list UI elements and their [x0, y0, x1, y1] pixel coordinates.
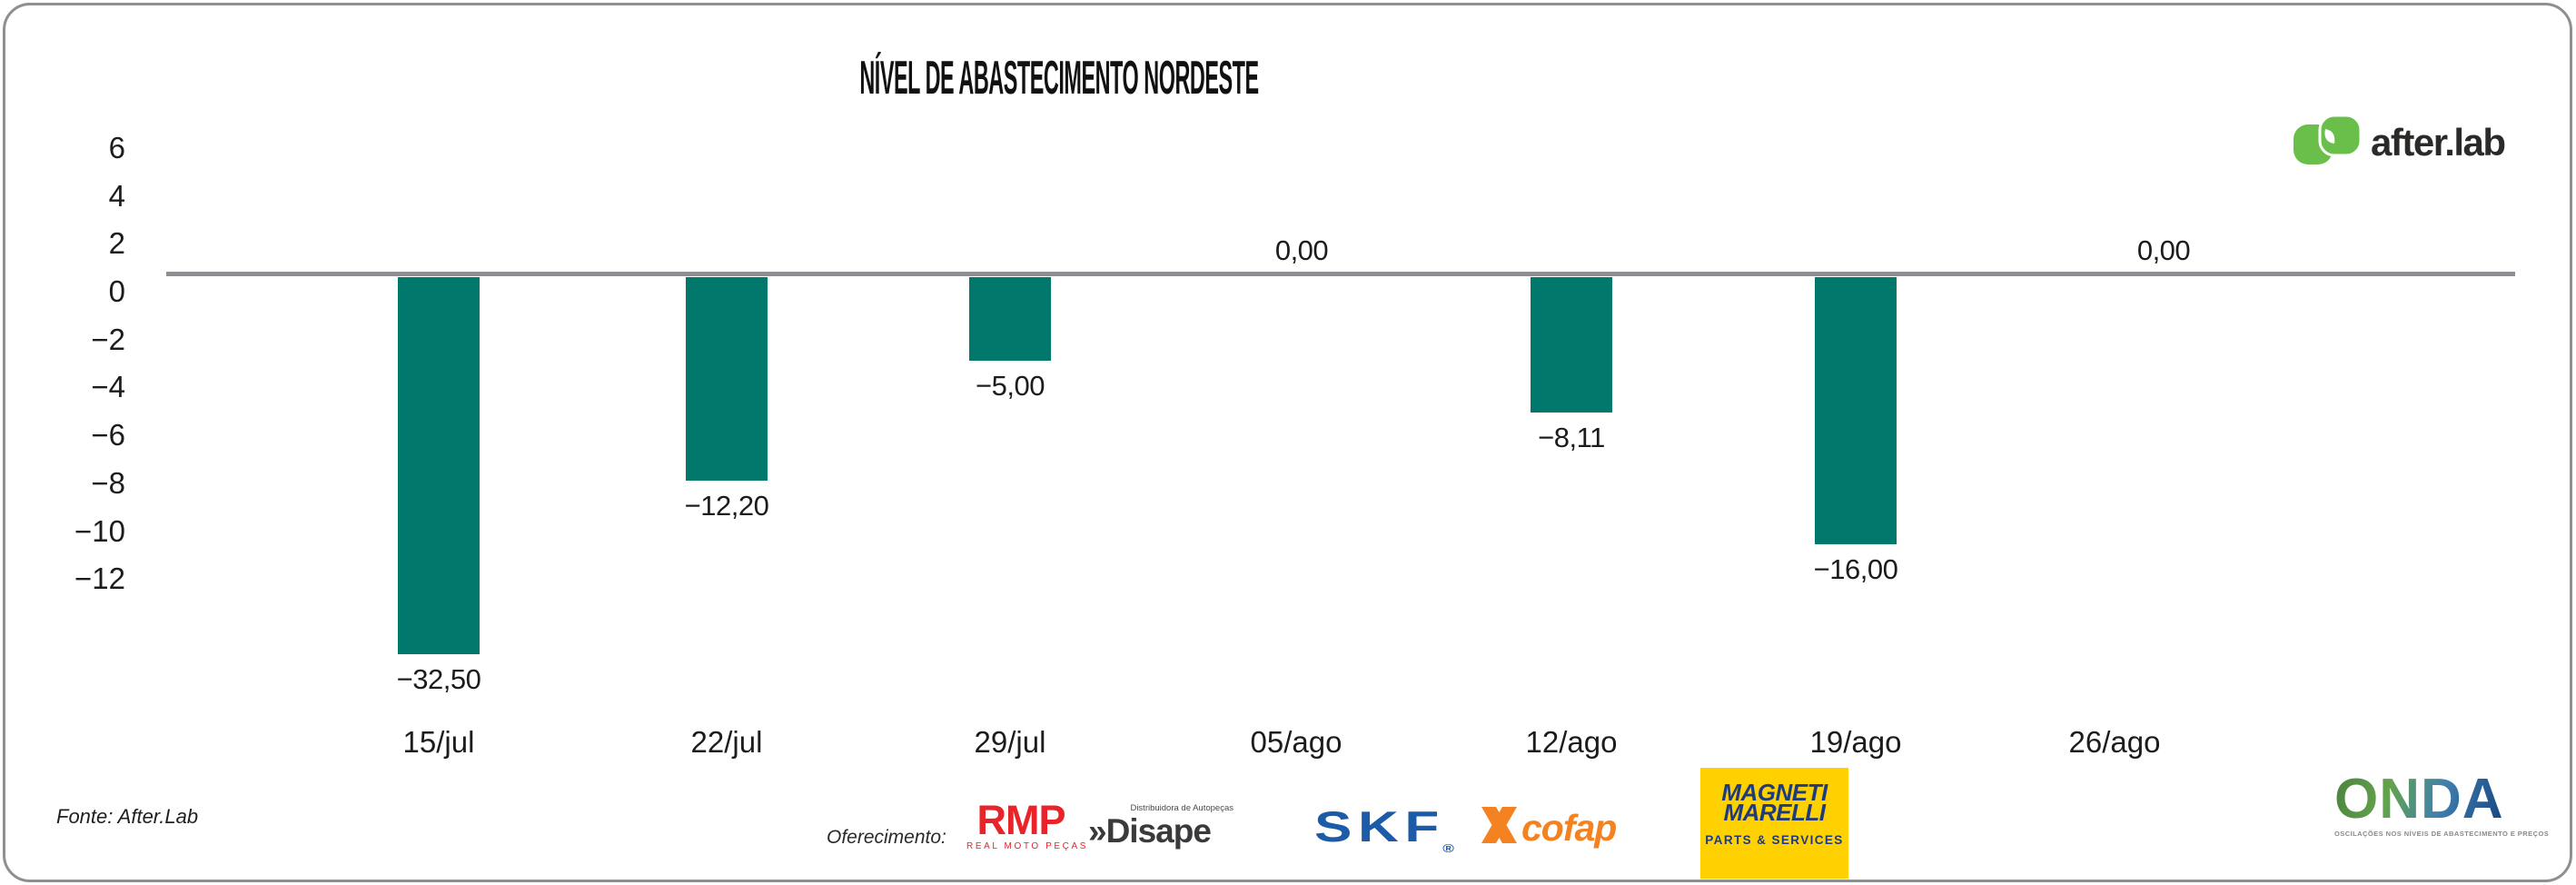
oferecimento-label: Oferecimento: — [827, 827, 946, 848]
zero-baseline — [166, 272, 2515, 276]
y-axis-tick-label: 0 — [108, 274, 125, 308]
chart-title: NÍVEL DE ABASTECIMENTO NORDESTE — [859, 52, 1259, 104]
y-axis-tick-label: −12 — [74, 562, 125, 595]
onda-logo: ONDA OSCILAÇÕES NOS NÍVEIS DE ABASTECIME… — [2334, 768, 2550, 839]
y-axis-tick-label: −4 — [91, 370, 125, 403]
sponsor-logo-rmp: RMP REAL MOTO PEÇAS — [966, 797, 1089, 851]
bar-value-label: −12,20 — [684, 490, 769, 522]
afterlab-logo: after.lab — [2293, 114, 2506, 170]
sponsor-logo-skf: SKF® — [1314, 805, 1454, 858]
x-axis-label: 26/ago — [2068, 725, 2161, 759]
bar-value-label: −32,50 — [396, 663, 481, 695]
x-axis-label: 05/ago — [1250, 725, 1342, 759]
y-axis-tick-label: −8 — [91, 466, 125, 500]
y-axis-tick-label: 6 — [108, 131, 125, 164]
bar-value-label: −8,11 — [1538, 422, 1605, 453]
rmp-wordmark: RMP — [976, 797, 1066, 843]
bar — [686, 277, 768, 481]
bar-value-label: −16,00 — [1813, 553, 1898, 585]
y-axis-tick-label: −6 — [91, 418, 125, 452]
bar-value-label: −5,00 — [976, 370, 1045, 402]
onda-wordmark: ONDA — [2334, 768, 2504, 830]
y-axis-tick-label: −2 — [91, 323, 125, 356]
x-axis-label: 19/ago — [1809, 725, 1902, 759]
skf-wordmark: SKF® — [1314, 802, 1461, 855]
cofap-x-icon — [1477, 807, 1517, 848]
y-axis-tick-label: 2 — [108, 226, 125, 260]
bar-value-label: 0,00 — [2136, 234, 2191, 266]
sponsor-logo-magneti-marelli: MAGNETI MARELLI PARTS & SERVICES — [1700, 768, 1848, 879]
skf-registered-mark: ® — [1442, 841, 1461, 855]
bar — [398, 277, 480, 654]
x-axis-label: 15/jul — [402, 725, 475, 759]
magneti-wordmark-line1: MAGNETI — [1721, 779, 1828, 806]
magneti-wordmark-line2: MARELLI — [1723, 799, 1826, 826]
disape-subtext: Distribuidora de Autopeças — [1130, 803, 1234, 813]
magneti-subtext: PARTS & SERVICES — [1705, 833, 1844, 847]
y-axis-tick-label: 4 — [108, 179, 125, 213]
bar — [1531, 277, 1612, 413]
source-note: Fonte: After.Lab — [56, 805, 199, 828]
x-axis-label: 29/jul — [974, 725, 1046, 759]
bar-value-label: 0,00 — [1274, 234, 1329, 266]
sponsor-logo-cofap: cofap — [1477, 806, 1617, 849]
x-axis-label: 12/ago — [1525, 725, 1618, 759]
disape-wordmark: »Disape — [1088, 812, 1212, 850]
y-axis-tick-label: −10 — [74, 514, 125, 548]
bar — [1815, 277, 1897, 544]
bar — [969, 277, 1051, 361]
sponsor-logo-disape: Distribuidora de Autopeças »Disape — [1088, 803, 1234, 850]
x-axis-label: 22/jul — [690, 725, 763, 759]
afterlab-logo-text: after.lab — [2371, 120, 2506, 164]
rmp-subtext: REAL MOTO PEÇAS — [966, 841, 1089, 851]
afterlab-logo-icon — [2293, 114, 2363, 170]
onda-tagline: OSCILAÇÕES NOS NÍVEIS DE ABASTECIMENTO E… — [2334, 830, 2550, 838]
cofap-wordmark: cofap — [1521, 806, 1617, 849]
